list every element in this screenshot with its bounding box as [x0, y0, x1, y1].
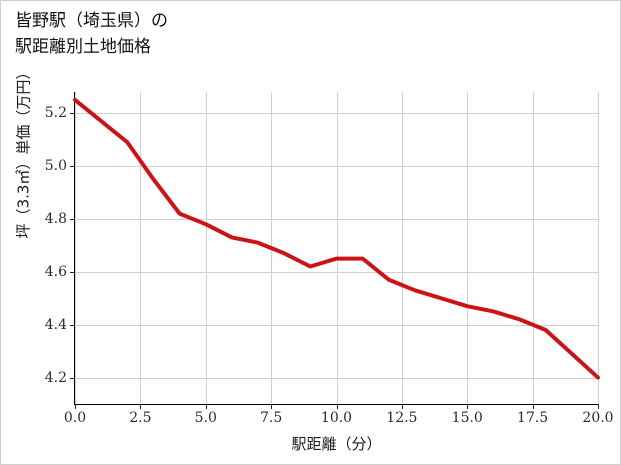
- line-series: [73, 97, 600, 380]
- tick-mark: [467, 404, 469, 409]
- gridline-vertical: [467, 92, 469, 404]
- x-tick-label: 7.5: [259, 410, 283, 426]
- gridline-vertical: [75, 92, 76, 404]
- tick-mark: [70, 166, 75, 168]
- gridline-vertical: [140, 92, 142, 404]
- tick-mark: [70, 113, 75, 115]
- gridline-vertical: [598, 92, 599, 404]
- gridline-vertical: [401, 92, 403, 404]
- x-tick-label: 17.5: [517, 410, 549, 426]
- tick-mark: [401, 404, 403, 409]
- gridline-vertical: [336, 92, 338, 404]
- tick-mark: [75, 404, 76, 409]
- x-axis-label: 駅距離（分）: [291, 435, 382, 453]
- y-tick-label: 4.8: [44, 210, 67, 227]
- tick-mark: [598, 404, 599, 409]
- x-tick-label: 5.0: [194, 410, 217, 426]
- tick-mark: [70, 324, 75, 326]
- tick-mark: [336, 404, 338, 409]
- x-tick-label: 0.0: [63, 410, 87, 426]
- plot-area: [70, 92, 600, 409]
- tick-mark: [205, 404, 207, 409]
- y-tick-label: 4.2: [44, 369, 67, 386]
- tick-mark: [532, 404, 534, 409]
- gridline-vertical: [205, 92, 207, 404]
- gridline-vertical: [532, 92, 534, 404]
- tick-mark: [271, 404, 273, 409]
- y-tick-label: 5.0: [44, 158, 67, 175]
- tick-mark: [140, 404, 142, 409]
- tick-mark: [70, 271, 75, 273]
- tick-mark: [70, 218, 75, 220]
- x-tick-label: 15.0: [451, 410, 483, 426]
- x-tick-labels: 0.0 2.5 5.0 7.5 10.0 12.5 15.0 17.5 20.0: [64, 410, 614, 430]
- tick-mark: [70, 377, 75, 379]
- y-tick-labels: 4.2 4.4 4.6 4.8 5.0 5.2: [23, 92, 67, 404]
- y-tick-label: 4.6: [44, 263, 67, 280]
- y-tick-label: 4.4: [44, 316, 67, 333]
- x-tick-label: 10.0: [320, 410, 353, 426]
- y-tick-label: 5.2: [44, 105, 67, 122]
- y-axis-label: 坪（3.3㎡）単価（万円）: [14, 64, 33, 239]
- page-title: 皆野駅（埼玉県）の 駅距離別土地価格: [15, 11, 168, 57]
- x-tick-label: 2.5: [129, 410, 152, 426]
- x-tick-label: 12.5: [386, 410, 418, 426]
- x-tick-label: 20.0: [582, 410, 614, 426]
